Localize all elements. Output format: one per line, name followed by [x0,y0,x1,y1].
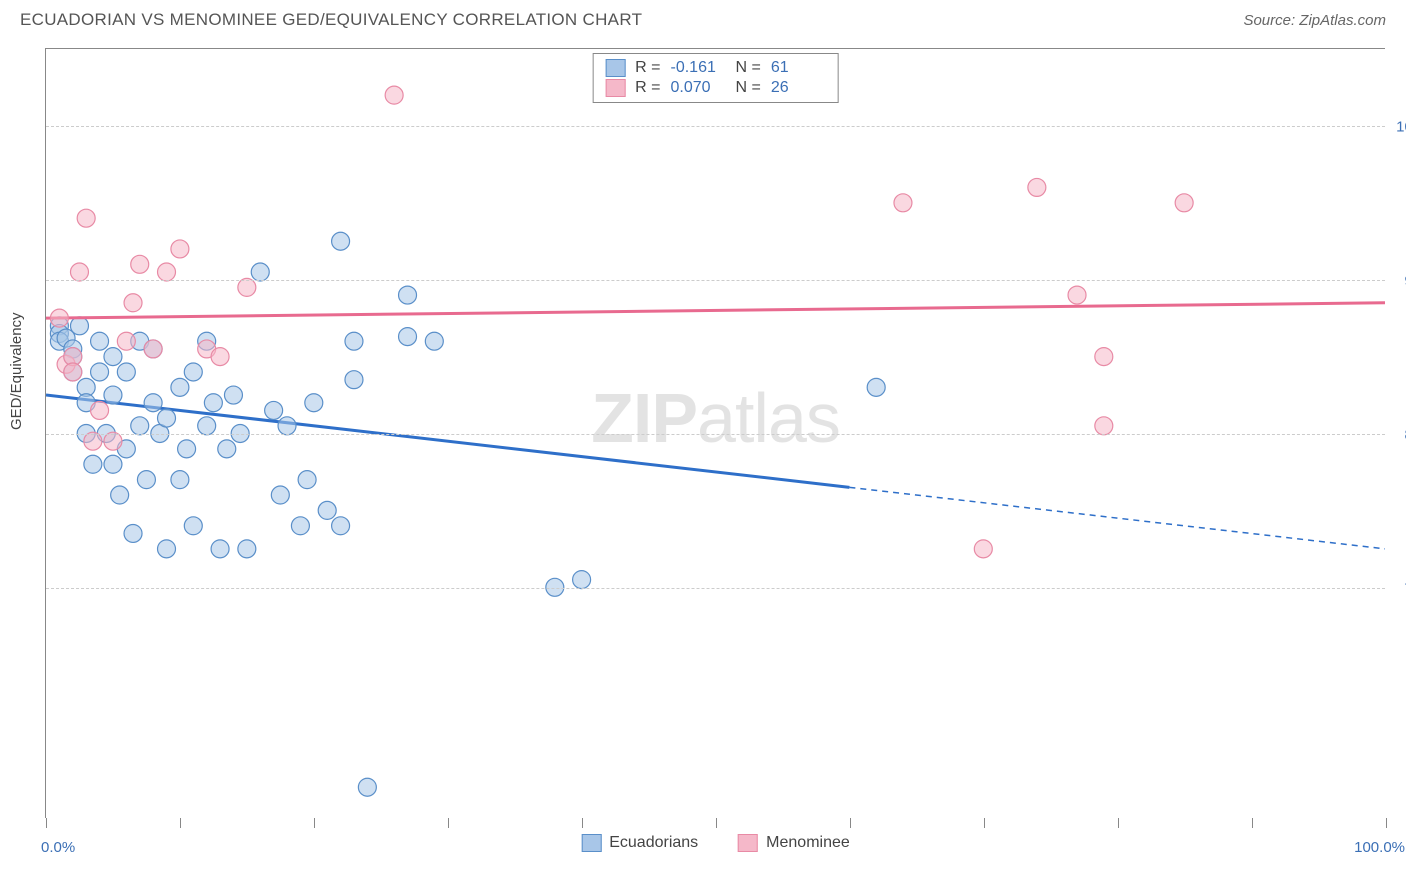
swatch-ecuadorians [605,59,625,77]
n-label: N = [736,79,761,97]
swatch-menominee [738,834,758,852]
legend-row-ecuadorians: R = -0.161 N = 61 [605,58,826,78]
n-value-menominee: 26 [771,79,826,97]
correlation-legend: R = -0.161 N = 61 R = 0.070 N = 26 [592,53,839,103]
x-axis-min-label: 0.0% [41,839,75,856]
r-label: R = [635,79,660,97]
gridline: 80.0% [46,434,1385,435]
series-legend: Ecuadorians Menominee [581,834,850,852]
r-label: R = [635,59,660,77]
y-axis-label: GED/Equivalency [8,312,25,430]
x-tick [582,818,583,828]
legend-row-menominee: R = 0.070 N = 26 [605,78,826,98]
n-label: N = [736,59,761,77]
x-tick [1252,818,1253,828]
r-value-ecuadorians: -0.161 [671,59,726,77]
x-tick [46,818,47,828]
gridline: 70.0% [46,588,1385,589]
r-value-menominee: 0.070 [671,79,726,97]
x-tick [1118,818,1119,828]
x-tick [984,818,985,828]
series-label-ecuadorians: Ecuadorians [609,834,698,852]
chart-plot-area: ZIPatlas R = -0.161 N = 61 R = 0.070 N =… [45,48,1385,818]
n-value-ecuadorians: 61 [771,59,826,77]
x-tick [448,818,449,828]
source-attribution: Source: ZipAtlas.com [1243,12,1386,29]
series-label-menominee: Menominee [766,834,850,852]
x-tick [180,818,181,828]
swatch-menominee [605,79,625,97]
x-tick [850,818,851,828]
x-axis-max-label: 100.0% [1354,839,1405,856]
chart-title: ECUADORIAN VS MENOMINEE GED/EQUIVALENCY … [20,10,642,30]
y-tick-label: 100.0% [1396,119,1406,136]
series-legend-menominee: Menominee [738,834,850,852]
gridline: 100.0% [46,126,1385,127]
series-legend-ecuadorians: Ecuadorians [581,834,698,852]
x-tick [716,818,717,828]
x-tick [314,818,315,828]
x-tick [1386,818,1387,828]
swatch-ecuadorians [581,834,601,852]
gridline: 90.0% [46,280,1385,281]
